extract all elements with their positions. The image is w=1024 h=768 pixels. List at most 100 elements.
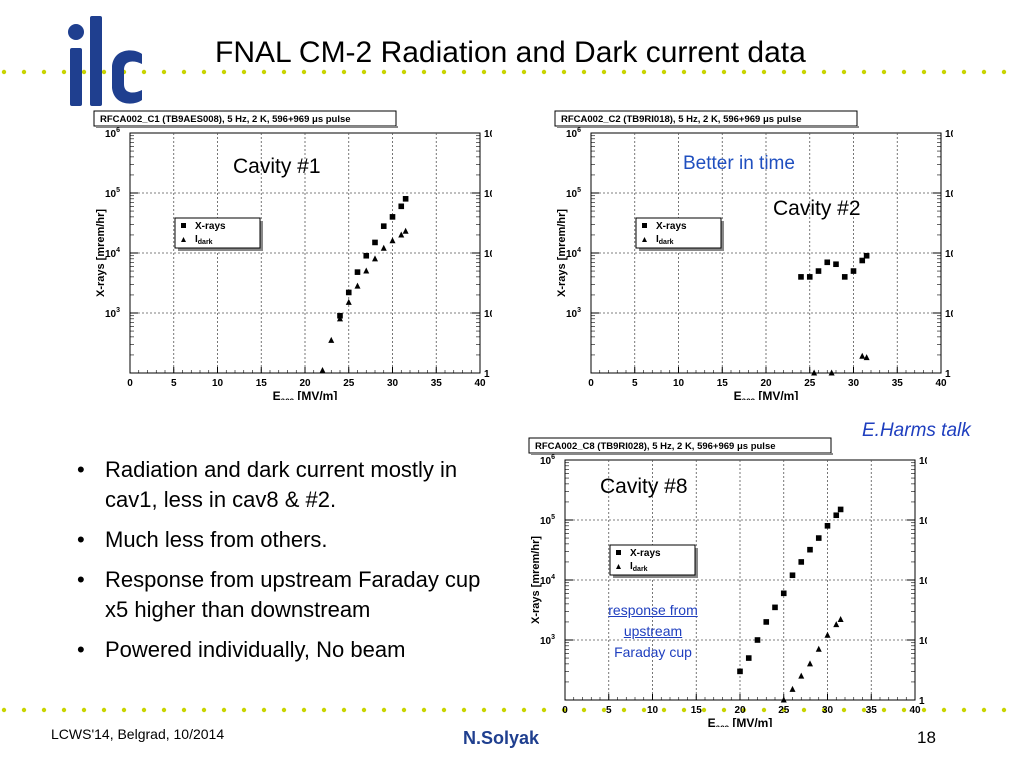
footer-author: N.Solyak (463, 728, 540, 748)
legend-marker-square (642, 223, 647, 228)
y-tick-label: 104 (105, 247, 120, 260)
decor-dot (641, 707, 647, 713)
chart-svg: RFCA002_C8 (TB9RI028), 5 Hz, 2 K, 596+96… (528, 437, 927, 727)
chart-title: RFCA002_C8 (TB9RI028), 5 Hz, 2 K, 596+96… (535, 441, 776, 452)
chart-title: RFCA002_C1 (TB9AES008), 5 Hz, 2 K, 596+9… (100, 114, 351, 125)
chart-title-shadow (557, 126, 859, 128)
x-tick-label: 35 (866, 705, 878, 716)
data-point-idark (863, 354, 870, 361)
x-tick-label: 30 (848, 378, 860, 389)
y-tick-label: 105 (540, 514, 555, 527)
decor-dot (721, 69, 727, 75)
data-point-xrays (763, 619, 770, 625)
slide-title: FNAL CM-2 Radiation and Dark current dat… (215, 36, 806, 69)
faraday-cup-note: response from upstream Faraday cup (590, 600, 716, 663)
decor-dot (581, 707, 587, 713)
bullet-item: Much less from others. (72, 525, 502, 555)
decor-dot (381, 707, 387, 713)
decor-dot (901, 707, 907, 713)
decor-dot (841, 69, 847, 75)
data-point-idark (319, 367, 326, 374)
data-point-xrays (354, 269, 361, 275)
decor-dot (621, 69, 627, 75)
decor-dot (501, 707, 507, 713)
decor-dot (341, 69, 347, 75)
data-point-xrays (824, 259, 831, 266)
legend-label: X-rays (656, 221, 687, 232)
decor-dot (961, 69, 967, 75)
data-point-idark (859, 352, 866, 359)
x-tick-label: 15 (691, 705, 703, 716)
legend-label: X-rays (195, 221, 226, 232)
x-tick-label: 10 (673, 378, 685, 389)
decor-dot (541, 69, 547, 75)
decor-dot (981, 707, 987, 713)
decor-dot (21, 69, 27, 75)
bullet-item: Radiation and dark current mostly in cav… (72, 455, 502, 515)
y2-tick-label: 1 (945, 369, 951, 380)
decor-dot (781, 69, 787, 75)
data-point-idark (328, 336, 335, 343)
x-tick-label: 10 (647, 705, 659, 716)
decor-dot (461, 69, 467, 75)
faraday-line-2: upstream (623, 623, 683, 639)
decor-dot (961, 707, 967, 713)
data-point-xrays (850, 268, 857, 274)
decor-dot (621, 707, 627, 713)
page-number: 18 (917, 728, 936, 747)
decor-dot (1001, 69, 1007, 75)
decor-dot (481, 707, 487, 713)
x-tick-label: 35 (892, 378, 904, 389)
data-point-xrays (833, 261, 839, 268)
legend-box (609, 544, 696, 576)
decor-dot (261, 707, 267, 713)
y-tick-label: 103 (566, 307, 581, 320)
decor-dot (1001, 707, 1007, 713)
y-tick-label: 103 (105, 307, 120, 320)
decor-dot (481, 69, 487, 75)
x-tick-label: 5 (606, 705, 612, 716)
decor-dot (821, 69, 827, 75)
legend-marker-square (616, 550, 621, 555)
x-tick-label: 20 (734, 705, 746, 716)
data-point-xrays (380, 223, 387, 229)
x-tick-label: 35 (431, 378, 443, 389)
legend-marker-triangle (642, 237, 647, 242)
chart-svg: RFCA002_C1 (TB9AES008), 5 Hz, 2 K, 596+9… (93, 110, 492, 400)
decor-dot (461, 707, 467, 713)
legend-marker-triangle (616, 564, 621, 569)
decor-dot (601, 69, 607, 75)
decor-dot (641, 69, 647, 75)
x-tick-label: 0 (127, 378, 133, 389)
decor-dot (341, 707, 347, 713)
x-tick-label: 40 (935, 378, 947, 389)
decor-dot (761, 69, 767, 75)
x-tick-label: 15 (717, 378, 729, 389)
x-tick-label: 5 (171, 378, 177, 389)
legend-marker-triangle (181, 237, 186, 242)
data-point-xrays (389, 214, 396, 220)
decor-dot (561, 69, 567, 75)
decor-dot (41, 69, 47, 75)
decor-dot (121, 707, 127, 713)
data-point-idark (398, 231, 405, 238)
y2-tick-label: 102 (945, 247, 953, 260)
y2-tick-label: 1 (919, 696, 925, 707)
decor-dot (681, 707, 687, 713)
decor-dot (941, 707, 947, 713)
decor-dot (721, 707, 727, 713)
decor-dot (221, 707, 227, 713)
legend-box (174, 217, 261, 249)
x-axis-title: Eacc [MV/m] (273, 389, 338, 400)
legend-box (635, 217, 722, 249)
decor-dot (501, 69, 507, 75)
decor-dot (801, 707, 807, 713)
chart-svg: RFCA002_C2 (TB9RI018), 5 Hz, 2 K, 596+96… (554, 110, 953, 400)
y-tick-label: 106 (540, 454, 555, 467)
y-axis-title: X-rays [mrem/hr] (95, 209, 107, 297)
x-tick-label: 30 (822, 705, 834, 716)
decor-dot (101, 707, 107, 713)
data-point-xrays (363, 252, 370, 259)
decor-dot (141, 707, 147, 713)
bullet-item: Response from upstream Faraday cup x5 hi… (72, 565, 502, 625)
